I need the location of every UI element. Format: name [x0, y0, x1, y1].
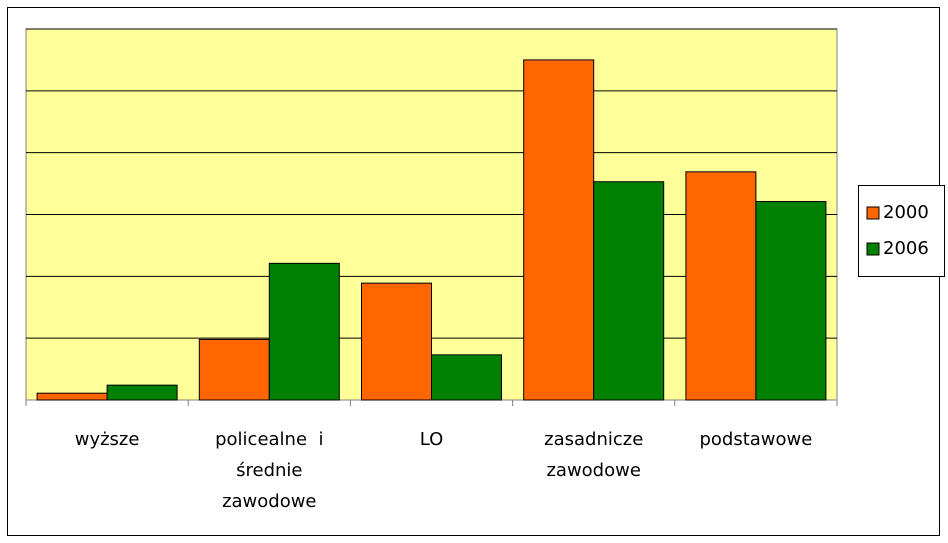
x-tick-label: policealne i średnie zawodowe: [215, 429, 323, 512]
bar: [523, 59, 595, 401]
bar: [685, 171, 757, 401]
x-tick-label: LO: [420, 429, 444, 450]
x-tick-label: podstawowe: [699, 429, 812, 450]
bar: [593, 181, 665, 401]
x-tick-label: wyższe: [75, 429, 140, 450]
bar: [268, 262, 340, 401]
legend-swatch: [866, 242, 880, 256]
legend-swatch: [866, 206, 880, 220]
bar: [431, 354, 502, 401]
legend-label: 2000: [883, 202, 929, 223]
bar: [361, 282, 432, 401]
bar: [106, 384, 178, 401]
bar: [755, 201, 827, 401]
legend-label: 2006: [883, 238, 929, 259]
legend-box: [858, 185, 945, 277]
x-tick-label: zasadnicze zawodowe: [544, 429, 643, 481]
bar: [198, 338, 270, 401]
bar: [36, 392, 108, 401]
